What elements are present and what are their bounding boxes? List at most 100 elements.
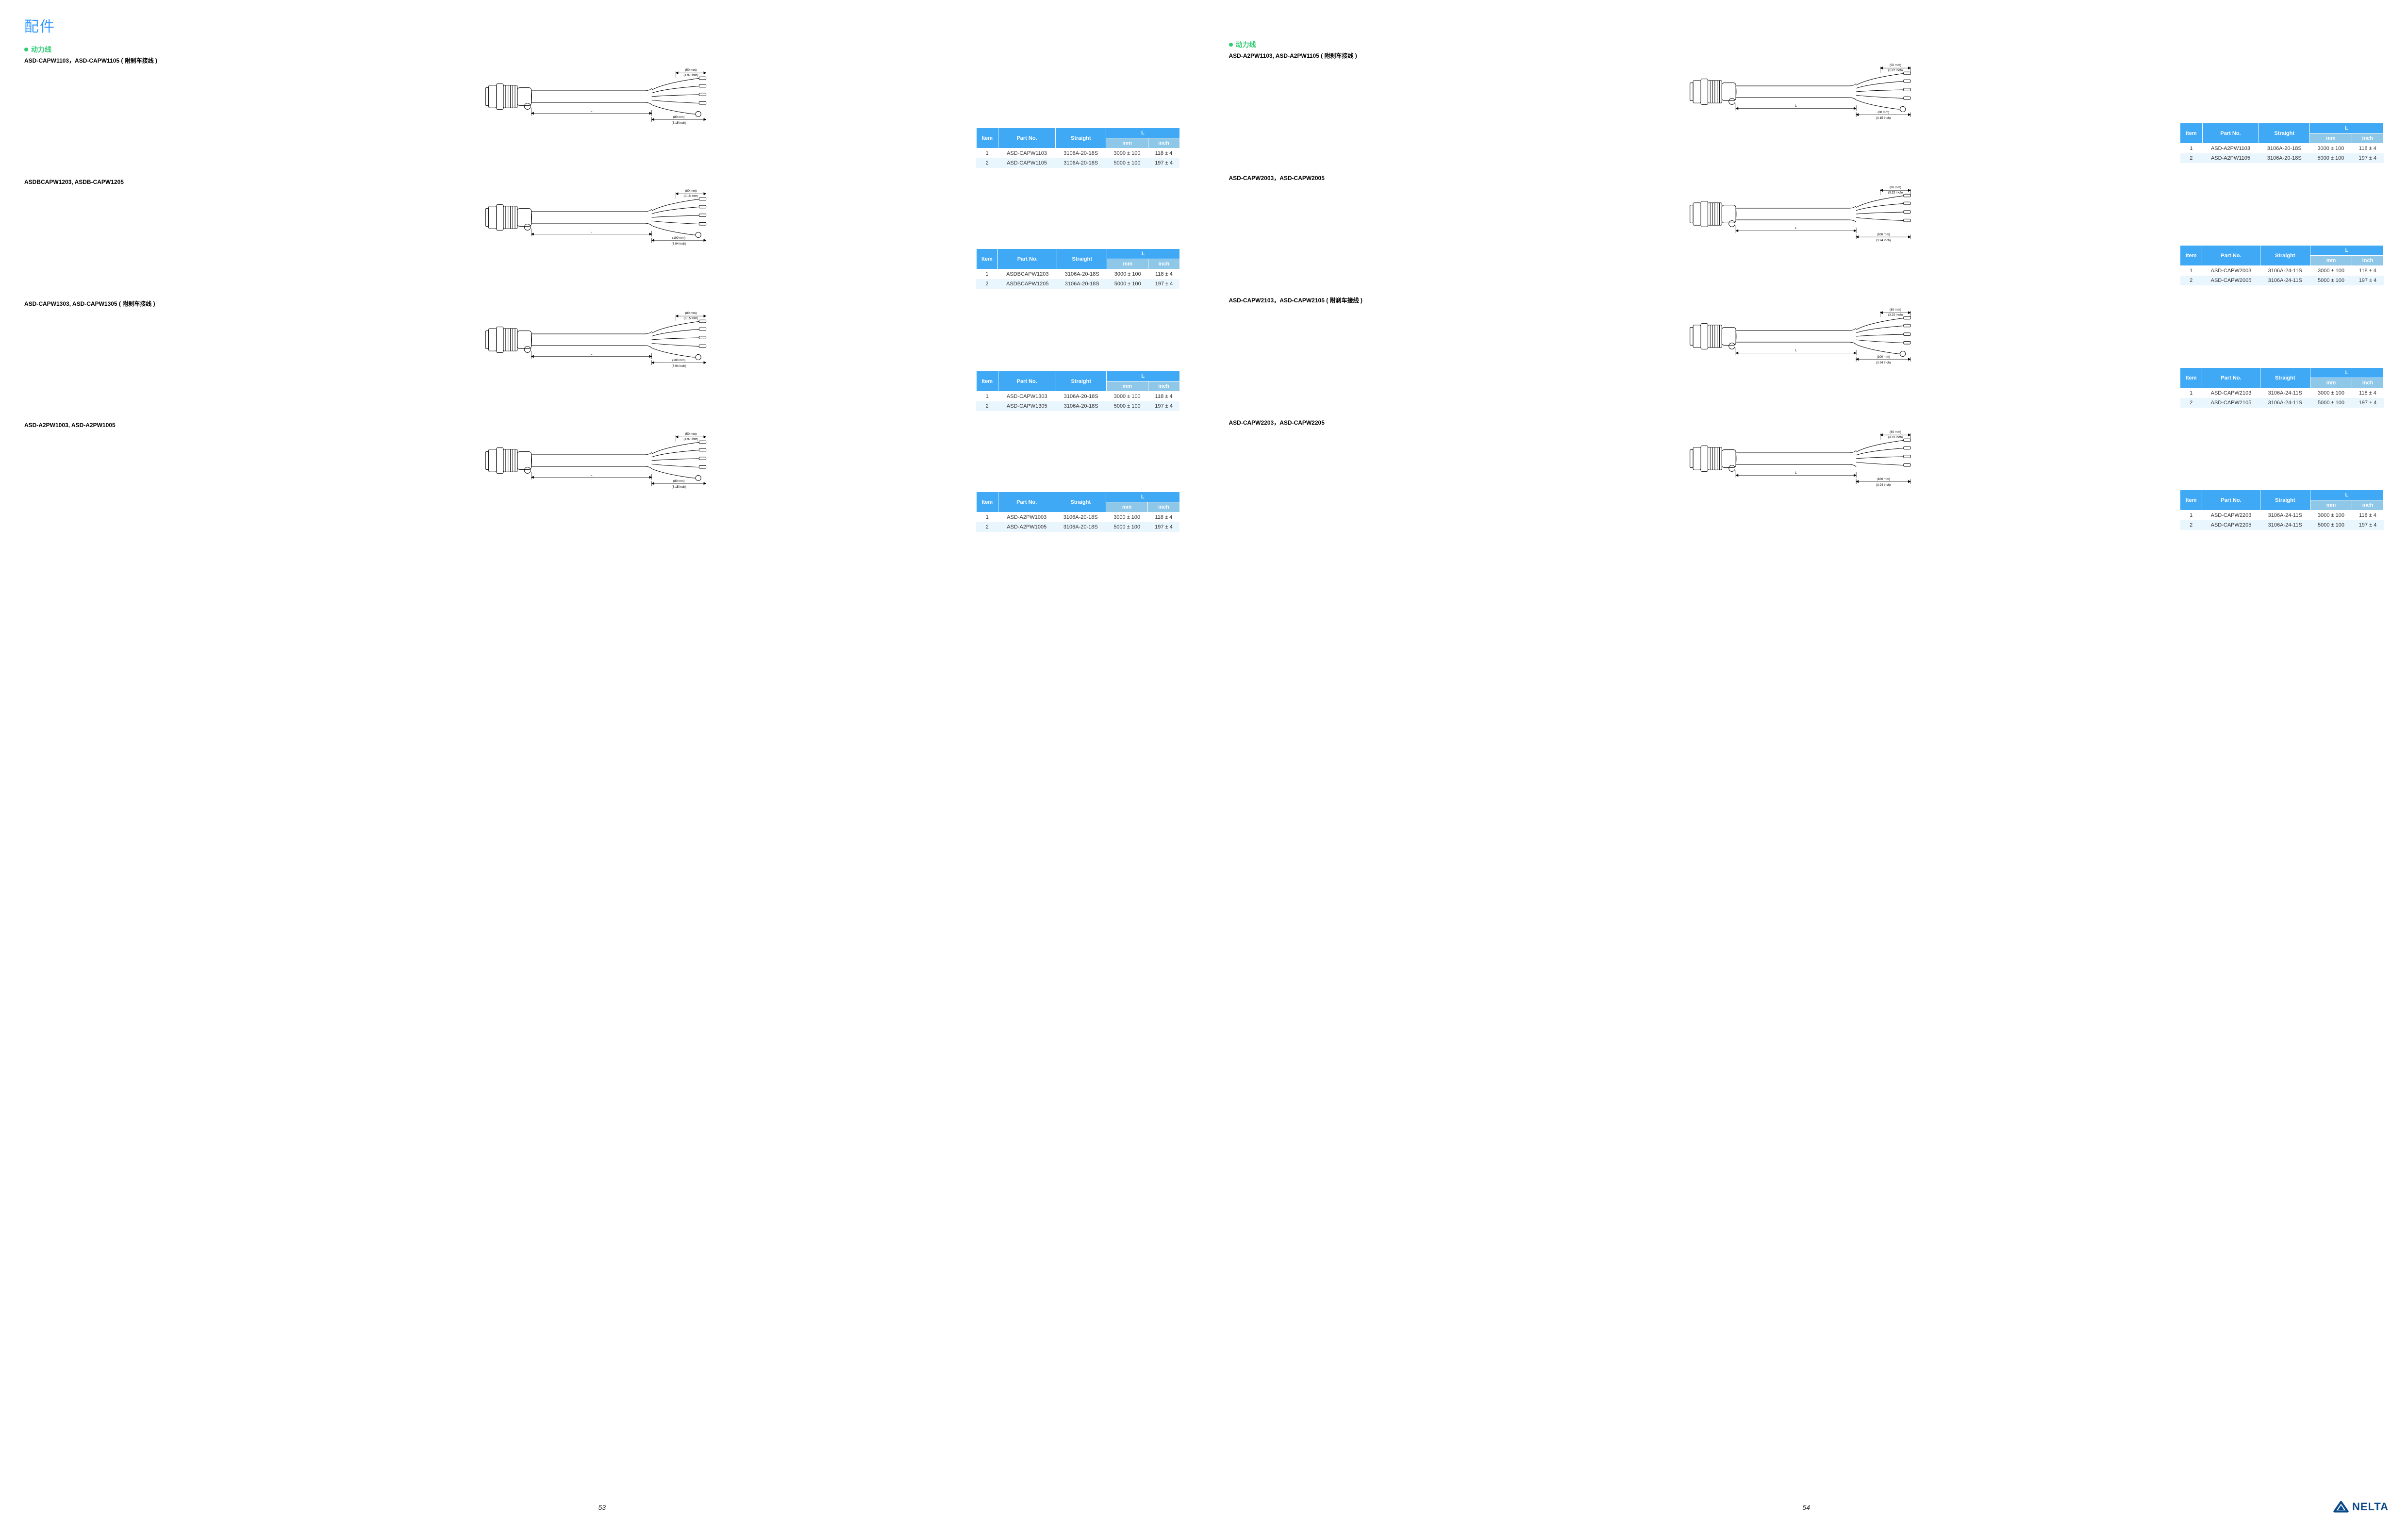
cable-block: ASD-CAPW2103，ASD-CAPW2105 ( 附刹车接线 ) — [1229, 296, 2384, 408]
cell-part-no: ASD-CAPW1103 — [998, 149, 1055, 159]
svg-text:(3.15 inch): (3.15 inch) — [1888, 314, 1902, 317]
spec-table: Item Part No. Straight L mm inch 1 ASD-C… — [2180, 490, 2384, 530]
cell-inch: 118 ± 4 — [2352, 388, 2384, 398]
cell-inch: 118 ± 4 — [2352, 144, 2383, 154]
th-L: L — [2310, 368, 2383, 378]
svg-text:(3.15 inch): (3.15 inch) — [672, 121, 686, 125]
th-mm: mm — [1106, 381, 1148, 392]
th-straight: Straight — [1055, 492, 1106, 512]
cell-mm: 5000 ± 100 — [2310, 520, 2352, 530]
page-right: 动力线 ASD-A2PW1103, ASD-A2PW1105 ( 附刹车接线 ) — [1204, 0, 2408, 1520]
svg-text:L: L — [1795, 471, 1797, 475]
th-inch: inch — [1148, 259, 1179, 269]
cell-inch: 197 ± 4 — [2352, 153, 2383, 163]
cable-block-title: ASD-A2PW1103, ASD-A2PW1105 ( 附刹车接线 ) — [1229, 51, 2384, 60]
cell-straight: 3106A-24-11S — [2260, 398, 2310, 408]
right-blocks: ASD-A2PW1103, ASD-A2PW1105 ( 附刹车接线 ) — [1229, 51, 2384, 530]
cable-figure: (80 mm) (3.15 inch) (100 mm) (3.94 inch)… — [1229, 185, 2384, 243]
th-part-no: Part No. — [2202, 490, 2260, 511]
th-straight: Straight — [1056, 128, 1106, 149]
cable-block-title: ASD-CAPW2203，ASD-CAPW2205 — [1229, 418, 2384, 427]
cell-item: 1 — [2180, 388, 2202, 398]
th-straight: Straight — [1057, 249, 1107, 269]
th-L: L — [2310, 490, 2383, 500]
cell-inch: 118 ± 4 — [1148, 269, 1179, 280]
spec-table-wrap: Item Part No. Straight L mm inch 1 ASD-C… — [1229, 490, 2384, 530]
th-L: L — [2310, 246, 2383, 256]
cell-inch: 118 ± 4 — [1148, 149, 1179, 159]
svg-text:(3.15 inch): (3.15 inch) — [672, 485, 686, 489]
th-L: L — [1107, 249, 1179, 259]
cell-part-no: ASD-CAPW1305 — [998, 401, 1056, 411]
section-heading-label: 动力线 — [31, 45, 51, 54]
th-mm: mm — [1106, 138, 1148, 149]
th-straight: Straight — [2260, 368, 2310, 388]
svg-text:L: L — [591, 352, 593, 356]
cell-item: 2 — [976, 401, 998, 411]
spread: 配件 动力线 ASD-CAPW1103，ASD-CAPW1105 ( 附刹车接线… — [0, 0, 2408, 1520]
cell-straight: 3106A-20-18S — [1056, 158, 1106, 168]
svg-text:(3.94 inch): (3.94 inch) — [1876, 483, 1891, 487]
th-mm: mm — [2310, 256, 2352, 266]
delta-triangle-icon — [2333, 1501, 2349, 1513]
cell-mm: 5000 ± 100 — [1106, 401, 1148, 411]
th-part-no: Part No. — [998, 371, 1056, 392]
cable-figure: (50 mm) (1.97 inch) (80 mm) (3.15 inch) … — [24, 67, 1180, 126]
cell-part-no: ASD-A2PW1003 — [998, 512, 1055, 523]
svg-text:(1.97 inch): (1.97 inch) — [1888, 69, 1902, 72]
cell-mm: 5000 ± 100 — [1106, 158, 1148, 168]
svg-text:L: L — [591, 109, 593, 113]
cell-inch: 118 ± 4 — [2352, 266, 2384, 276]
section-heading-left: 动力线 — [24, 45, 1180, 54]
th-L: L — [1106, 128, 1179, 138]
svg-text:L: L — [591, 230, 593, 233]
th-part-no: Part No. — [998, 249, 1057, 269]
cable-block: ASD-CAPW2003，ASD-CAPW2005 — [1229, 174, 2384, 285]
page-number-right: 54 — [1802, 1503, 1810, 1511]
svg-text:(3.15 inch): (3.15 inch) — [683, 195, 698, 198]
th-inch: inch — [1148, 138, 1179, 149]
page-number-left: 53 — [598, 1503, 606, 1511]
cell-mm: 3000 ± 100 — [1106, 149, 1148, 159]
th-item: Item — [976, 128, 998, 149]
svg-text:(80 mm): (80 mm) — [1890, 308, 1901, 312]
spec-table: Item Part No. Straight L mm inch 1 ASD-C… — [976, 128, 1180, 168]
th-part-no: Part No. — [2202, 368, 2260, 388]
cable-block: ASDBCAPW1203, ASDB-CAPW1205 — [24, 179, 1180, 289]
cable-block-title: ASD-CAPW2103，ASD-CAPW2105 ( 附刹车接线 ) — [1229, 296, 2384, 304]
cell-inch: 197 ± 4 — [2352, 520, 2384, 530]
cell-mm: 5000 ± 100 — [1106, 522, 1148, 532]
cable-block: ASD-A2PW1103, ASD-A2PW1105 ( 附刹车接线 ) — [1229, 51, 2384, 163]
cell-part-no: ASD-CAPW2203 — [2202, 511, 2260, 521]
th-mm: mm — [1106, 502, 1148, 512]
cable-figure: (80 mm) (3.15 inch) (100 mm) (3.94 inch)… — [24, 311, 1180, 369]
svg-text:(3.15 inch): (3.15 inch) — [1876, 116, 1891, 120]
cell-mm: 3000 ± 100 — [1106, 512, 1148, 523]
th-part-no: Part No. — [2202, 246, 2260, 266]
svg-text:(100 mm): (100 mm) — [1877, 355, 1890, 359]
cell-mm: 3000 ± 100 — [1106, 392, 1148, 402]
svg-text:L: L — [1795, 227, 1797, 230]
cable-block-title: ASD-CAPW1303, ASD-CAPW1305 ( 附刹车接线 ) — [24, 299, 1180, 308]
section-heading-label: 动力线 — [1236, 40, 1256, 50]
cell-item: 1 — [2180, 266, 2202, 276]
cell-mm: 5000 ± 100 — [1107, 279, 1148, 289]
table-row: 2 ASD-CAPW2205 3106A-24-11S 5000 ± 100 1… — [2180, 520, 2384, 530]
cell-straight: 3106A-20-18S — [1055, 512, 1106, 523]
svg-text:(80 mm): (80 mm) — [685, 312, 697, 315]
cell-inch: 197 ± 4 — [1148, 279, 1179, 289]
cell-item: 2 — [2180, 153, 2203, 163]
spec-table: Item Part No. Straight L mm inch 1 ASDBC… — [976, 248, 1180, 289]
cable-block-title: ASD-A2PW1003, ASD-A2PW1005 — [24, 422, 1180, 429]
cable-block: ASD-CAPW1303, ASD-CAPW1305 ( 附刹车接线 ) — [24, 299, 1180, 411]
cell-straight: 3106A-24-11S — [2260, 266, 2310, 276]
cell-part-no: ASD-A2PW1103 — [2202, 144, 2259, 154]
th-item: Item — [2180, 490, 2202, 511]
cable-figure: (80 mm) (3.15 inch) (100 mm) (3.94 inch)… — [1229, 430, 2384, 488]
spec-table-wrap: Item Part No. Straight L mm inch 1 ASD-A… — [1229, 123, 2384, 163]
cell-part-no: ASD-A2PW1105 — [2202, 153, 2259, 163]
table-row: 1 ASDBCAPW1203 3106A-20-18S 3000 ± 100 1… — [976, 269, 1179, 280]
cell-mm: 3000 ± 100 — [2310, 388, 2352, 398]
th-mm: mm — [2310, 378, 2352, 388]
spec-table: Item Part No. Straight L mm inch 1 ASD-C… — [2180, 245, 2384, 285]
